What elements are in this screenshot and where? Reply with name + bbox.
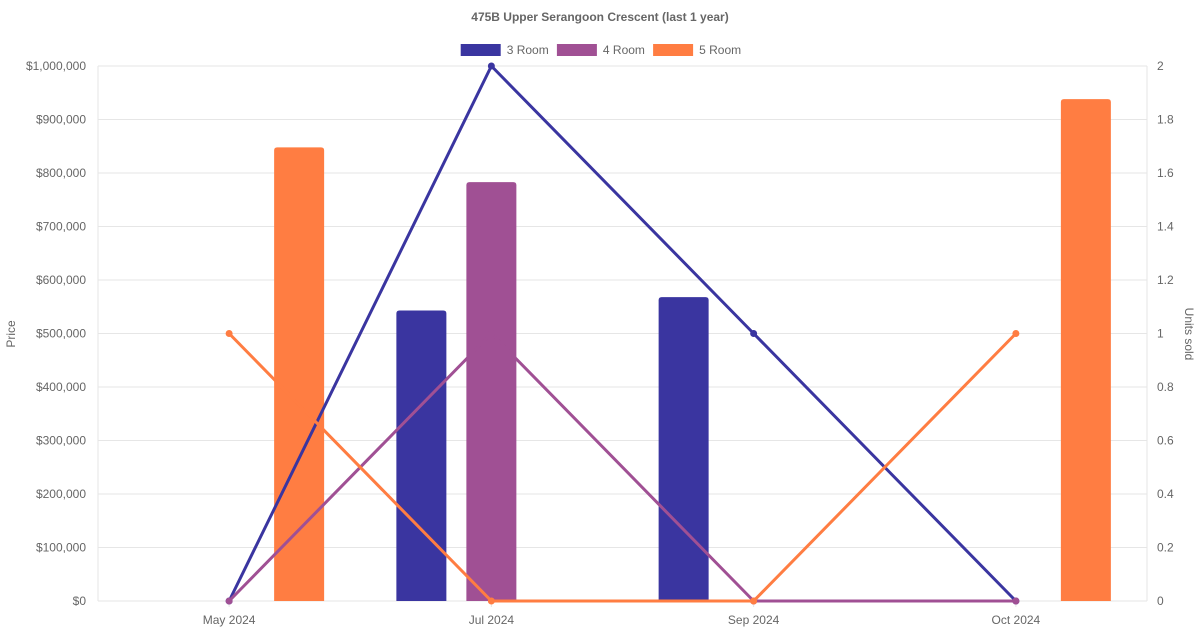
legend-swatch — [556, 44, 597, 56]
units-sold-point — [487, 597, 495, 605]
left-axis-title: Price — [4, 320, 18, 348]
left-tick-label: $400,000 — [36, 380, 86, 394]
left-tick-label: $900,000 — [36, 113, 86, 127]
right-tick-label: 1.6 — [1157, 166, 1174, 180]
left-tick-label: $700,000 — [36, 220, 86, 234]
right-axis-title: Units sold — [1182, 308, 1196, 361]
right-tick-label: 0 — [1157, 594, 1164, 608]
units-sold-point — [487, 62, 495, 70]
units-sold-point — [750, 330, 758, 337]
right-tick-label: 1.2 — [1157, 273, 1174, 287]
legend-swatch — [653, 44, 694, 56]
units-sold-point — [487, 330, 495, 337]
left-tick-label: $0 — [73, 594, 87, 608]
x-axis: May 2024 Jul 2024 Sep 2024 Oct 2024 — [203, 601, 1041, 627]
units-sold-point — [750, 597, 758, 605]
chart-title: 475B Upper Serangoon Crescent (last 1 ye… — [471, 10, 728, 24]
units-sold-point — [225, 330, 233, 337]
price-bar — [1060, 99, 1111, 602]
price-bars — [274, 99, 1111, 602]
right-axis: 0 0.2 0.4 0.6 0.8 1 1.2 1.4 1.6 1.8 2 — [1157, 59, 1174, 608]
legend-swatch — [460, 44, 501, 56]
left-tick-label: $500,000 — [36, 327, 86, 341]
right-tick-label: 1 — [1157, 327, 1164, 341]
x-tick-label: May 2024 — [203, 613, 256, 627]
right-tick-label: 0.2 — [1157, 541, 1174, 555]
price-bar — [274, 147, 325, 601]
units-sold-line — [228, 332, 1016, 603]
price-bar — [658, 297, 709, 601]
left-tick-label: $800,000 — [36, 166, 86, 180]
legend-label: 5 Room — [699, 43, 741, 57]
x-tick-label: Sep 2024 — [728, 613, 780, 627]
right-tick-label: 0.4 — [1157, 487, 1174, 501]
units-sold-line — [228, 332, 1017, 603]
left-axis: $0 $100,000 $200,000 $300,000 $400,000 $500,0… — [26, 59, 86, 608]
right-tick-label: 1.8 — [1157, 113, 1174, 127]
units-sold-point — [1012, 597, 1020, 605]
price-bar — [396, 310, 447, 601]
grid-lines — [97, 65, 1148, 602]
legend-label: 3 Room — [507, 43, 549, 57]
legend-label: 4 Room — [603, 43, 645, 57]
legend: 3 Room 4 Room 5 Room — [460, 43, 741, 57]
right-tick-label: 1.4 — [1157, 220, 1174, 234]
x-tick-label: Oct 2024 — [992, 613, 1041, 627]
left-tick-label: $1,000,000 — [26, 59, 86, 73]
price-bar — [466, 182, 517, 601]
left-tick-label: $200,000 — [36, 487, 86, 501]
left-tick-label: $600,000 — [36, 273, 86, 287]
units-sold-lines — [225, 62, 1020, 605]
units-sold-point — [1012, 330, 1020, 337]
left-tick-label: $100,000 — [36, 541, 86, 555]
units-sold-point — [225, 597, 233, 605]
right-tick-label: 2 — [1157, 59, 1164, 73]
left-tick-label: $300,000 — [36, 434, 86, 448]
x-tick-label: Jul 2024 — [469, 613, 515, 627]
right-tick-label: 0.6 — [1157, 434, 1174, 448]
right-tick-label: 0.8 — [1157, 380, 1174, 394]
